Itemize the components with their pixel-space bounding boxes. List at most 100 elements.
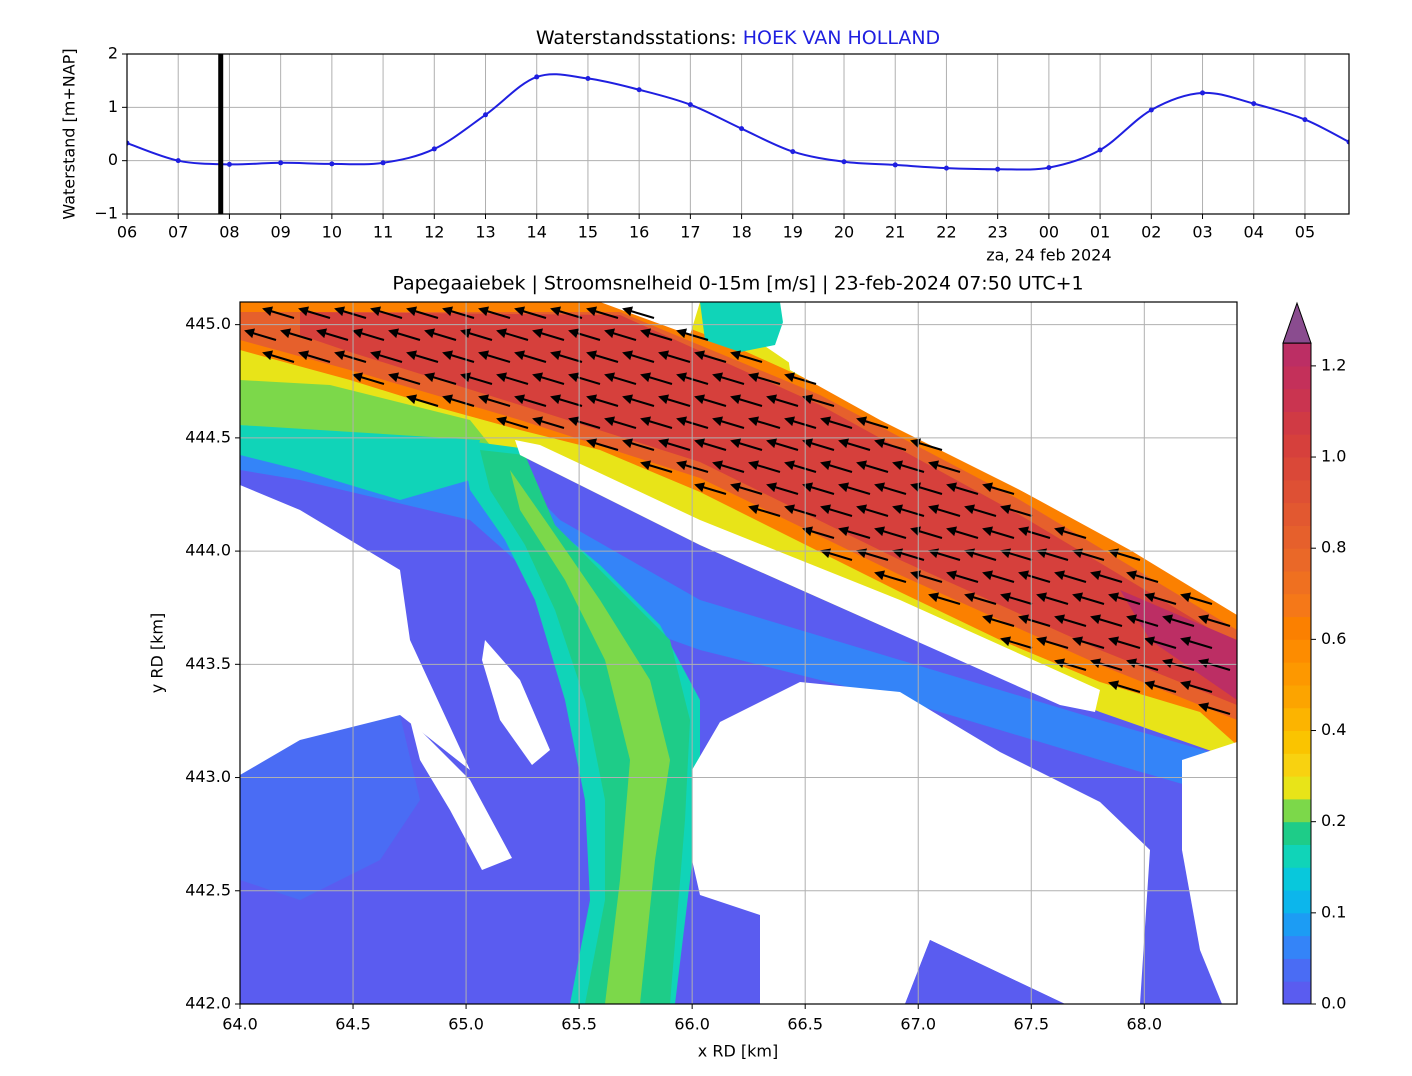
date-label: za, 24 feb 2024: [986, 246, 1111, 265]
y-axis-label: Waterstand [m+NAP]: [60, 48, 79, 219]
flow-arrow: [856, 504, 889, 517]
flow-arrow: [1090, 570, 1123, 583]
flow-arrow: [1018, 570, 1051, 583]
title-text: Waterstandsstations:: [536, 27, 737, 49]
flow-arrow: [586, 306, 619, 319]
flow-arrow: [1126, 570, 1159, 583]
colorbar-band: [1283, 457, 1311, 481]
colorbar-tick-label: 0.6: [1321, 629, 1346, 648]
flow-arrow: [622, 350, 655, 363]
x-tick-label: 01: [1090, 223, 1110, 242]
y-tick-label: 442.0: [185, 994, 231, 1013]
point: [175, 158, 181, 164]
point: [739, 126, 745, 132]
flow-arrow: [730, 394, 763, 407]
x-tick-label: 08: [219, 223, 239, 242]
x-axis-label: x RD [km]: [698, 1042, 778, 1061]
flow-arrow: [802, 394, 835, 407]
x-tick-label: 20: [834, 223, 854, 242]
flow-arrow: [370, 350, 403, 363]
water-blue: [240, 715, 420, 900]
flow-arrow: [1180, 636, 1213, 649]
water-green: [510, 470, 670, 1004]
flow-arrow: [442, 306, 475, 319]
flow-arrow: [928, 460, 961, 473]
flow-arrow: [910, 526, 943, 539]
point: [636, 87, 642, 93]
y-tick-label: 0: [108, 150, 118, 169]
flow-arrow: [802, 526, 835, 539]
flow-arrow: [1144, 680, 1177, 693]
flow-arrow: [640, 372, 673, 385]
point: [1200, 90, 1206, 96]
colorbar-band: [1283, 890, 1311, 914]
flow-arrow: [964, 504, 997, 517]
colorbar-band: [1283, 570, 1311, 595]
colorbar-tick-label: 1.0: [1321, 447, 1346, 466]
flow-arrow: [856, 460, 889, 473]
y-tick-label: 1: [108, 97, 118, 116]
water-green: [240, 380, 490, 450]
channel: [240, 302, 1237, 745]
flow-arrow: [478, 350, 511, 363]
x-tick-label: 10: [322, 223, 342, 242]
flow-arrow: [1018, 526, 1051, 539]
flow-arrow: [1108, 680, 1141, 693]
point: [585, 76, 591, 82]
flow-arrow: [1198, 702, 1231, 715]
map-title: Papegaaiebek | Stroomsnelheid 0-15m [m/s…: [392, 273, 1083, 295]
flow-arrow: [622, 306, 655, 319]
y-tick-label: −1: [94, 204, 118, 223]
x-tick-label: 12: [424, 223, 444, 242]
x-tick-label: 22: [936, 223, 956, 242]
flow-arrow: [910, 482, 943, 495]
x-tick-label: 11: [373, 223, 393, 242]
flow-arrow: [928, 592, 961, 605]
flow-arrow: [532, 372, 565, 385]
flow-arrow: [352, 328, 385, 341]
flow-arrow: [982, 482, 1015, 495]
flow-arrow: [1054, 614, 1087, 627]
flow-arrow: [1000, 548, 1033, 561]
flow-arrow: [640, 460, 673, 473]
flow-arrow: [694, 394, 727, 407]
flow-arrow: [388, 372, 421, 385]
flow-arrow: [1054, 570, 1087, 583]
flow-arrow: [694, 350, 727, 363]
flow-arrow: [496, 416, 529, 429]
map-frame: [239, 301, 1238, 1005]
flow-arrow: [496, 328, 529, 341]
flow-arrow: [1036, 548, 1069, 561]
land: [692, 682, 1150, 1004]
flow-arrow: [406, 350, 439, 363]
flow-arrow: [694, 438, 727, 451]
y-tick-label: 2: [108, 44, 118, 63]
channel-peak: [1120, 590, 1237, 700]
flow-arrow: [676, 416, 709, 429]
x-tick-label: 07: [168, 223, 188, 242]
land: [515, 440, 1100, 712]
flow-arrow: [856, 548, 889, 561]
island: [482, 640, 550, 765]
flow-arrow: [244, 328, 277, 341]
flow-arrow: [334, 350, 367, 363]
flow-arrow: [442, 350, 475, 363]
flow-arrow: [730, 482, 763, 495]
point: [329, 161, 335, 167]
flow-arrow: [784, 372, 817, 385]
y-tick-label: 443.5: [185, 654, 231, 673]
x-tick-label: 64.5: [335, 1015, 371, 1034]
flow-arrow: [640, 328, 673, 341]
point: [431, 146, 437, 152]
colorbar-band: [1283, 912, 1311, 937]
y-tick-label: 444.0: [185, 541, 231, 560]
flow-arrow: [1162, 658, 1195, 671]
colorbar-tick-label: 1.2: [1321, 355, 1346, 374]
x-tick-label: 21: [885, 223, 905, 242]
x-tick-label: 06: [117, 223, 137, 242]
point: [687, 102, 693, 108]
flow-arrow: [1198, 614, 1231, 627]
x-tick-label: 67.5: [1013, 1015, 1049, 1034]
flow-arrow: [586, 350, 619, 363]
point: [995, 166, 1001, 172]
